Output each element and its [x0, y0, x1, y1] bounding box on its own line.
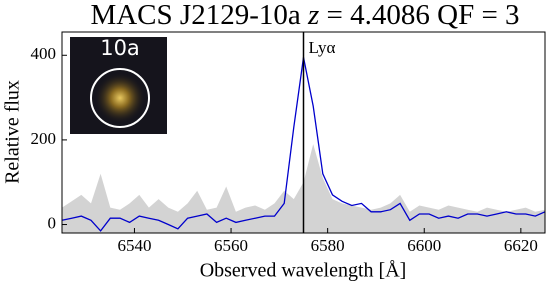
y-tick-label: 0: [48, 213, 57, 232]
title-part: = 4.4086 QF = 3: [319, 0, 519, 31]
aperture: [90, 68, 150, 128]
chart-title: MACS J2129-10a z = 4.4086 QF = 3: [90, 0, 519, 31]
inset-label: 10a: [100, 36, 140, 60]
plot-area: Lyα 6540 6560 6580 6600 6620 0 200 400: [31, 32, 546, 255]
plot-frame: [61, 31, 546, 234]
y-tick-label: 400: [31, 44, 57, 63]
lya-label: Lyα: [309, 38, 336, 57]
title-part: z: [307, 0, 319, 31]
x-tick-label: 6580: [311, 236, 345, 255]
x-tick-label: 6560: [214, 236, 248, 255]
x-tick-label: 6540: [117, 236, 151, 255]
x-axis-label: Observed wavelength [Å]: [200, 260, 407, 282]
x-tick-label: 6600: [407, 236, 441, 255]
galaxy: [94, 72, 146, 124]
y-tick-label: 200: [31, 129, 57, 148]
x-tick-label: 6620: [504, 236, 538, 255]
title-part: MACS J2129-10a: [90, 0, 308, 31]
inset-image: 10a: [70, 36, 167, 134]
y-axis-label: Relative flux: [2, 80, 24, 184]
